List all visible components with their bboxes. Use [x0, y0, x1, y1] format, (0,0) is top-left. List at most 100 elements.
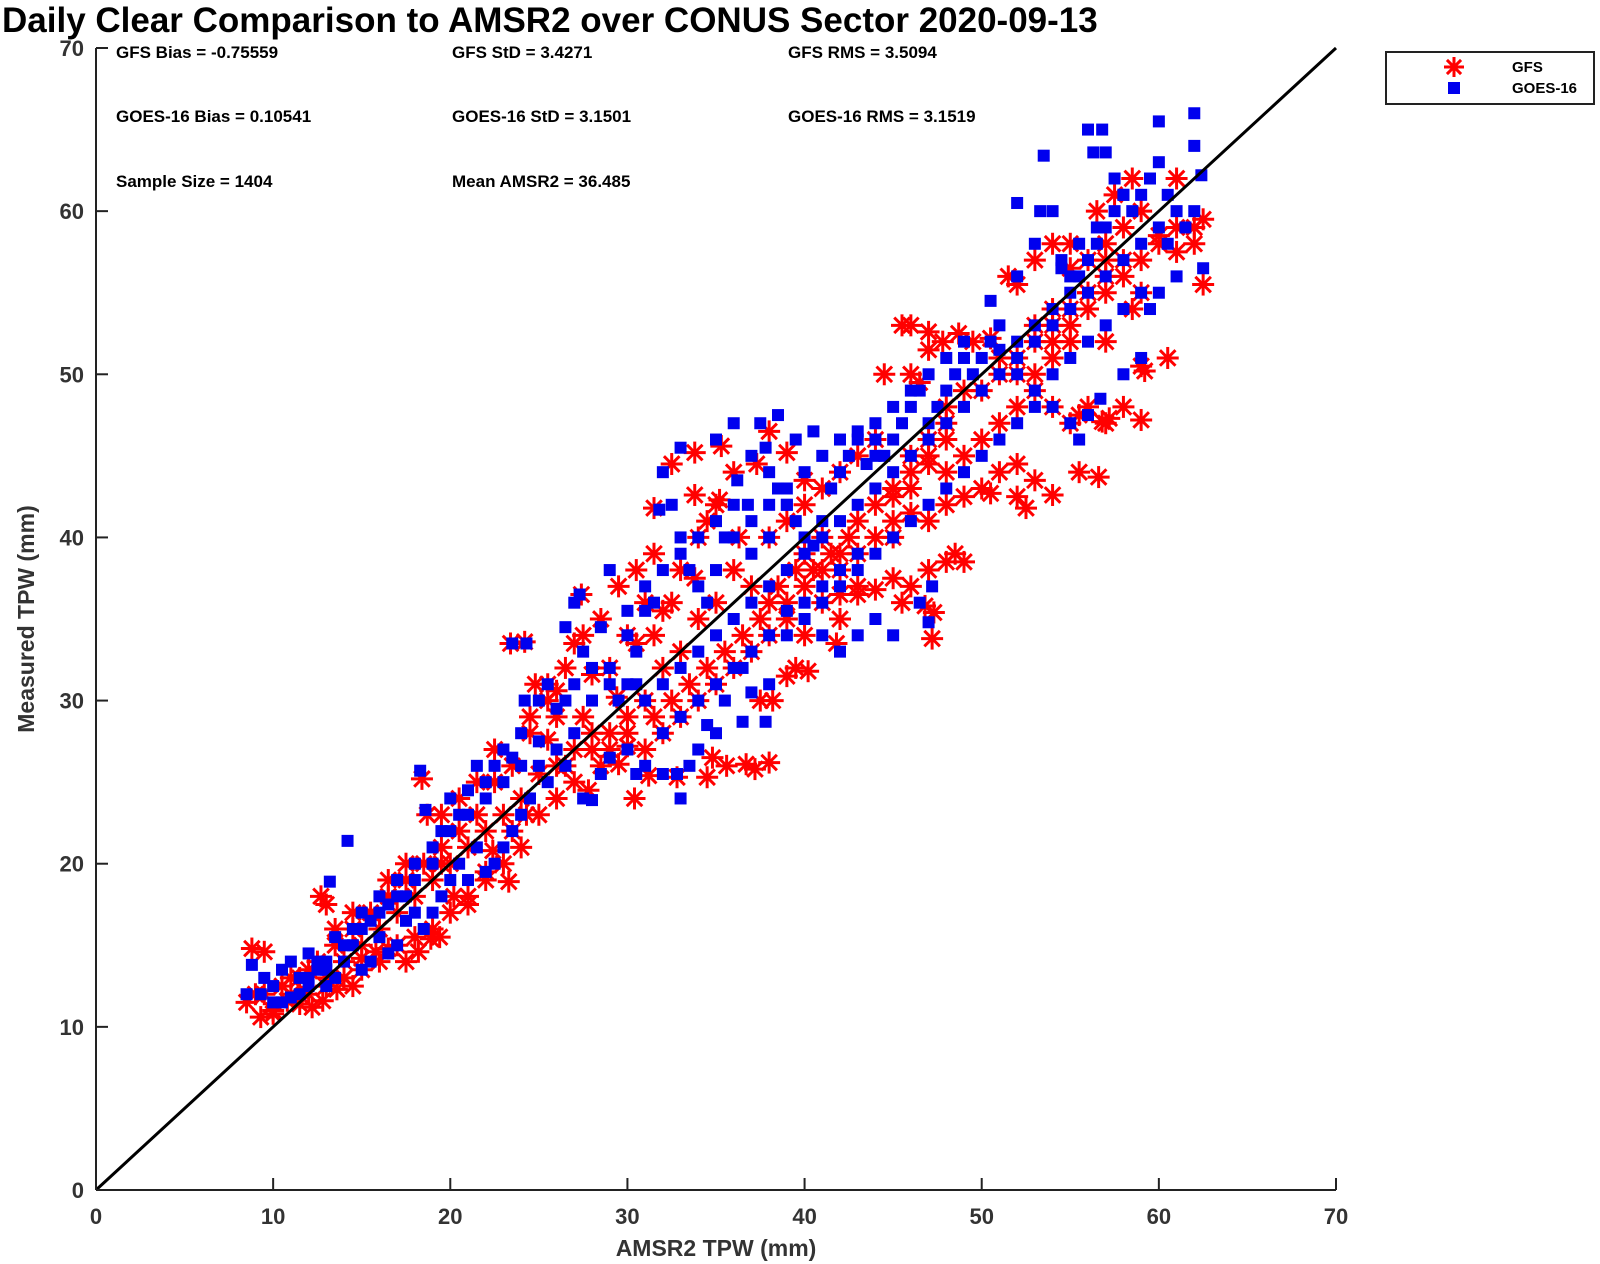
goes16-point — [240, 988, 253, 1001]
goes16-point — [1046, 368, 1059, 381]
goes16-point — [671, 767, 684, 780]
gfs-point — [1121, 167, 1144, 190]
goes16-point — [727, 661, 740, 674]
goes16-point — [426, 906, 439, 919]
gfs-point — [935, 493, 958, 516]
goes16-point — [825, 482, 838, 495]
chart-title: Daily Clear Comparison to AMSR2 over CON… — [2, 1, 1098, 40]
goes16-point — [1034, 205, 1047, 218]
goes16-point — [975, 384, 988, 397]
goes16-point — [453, 857, 466, 870]
goes16-point — [993, 319, 1006, 332]
goes16-point — [1135, 188, 1148, 201]
stat-text: GFS StD = 3.4271 — [452, 43, 592, 62]
goes16-point — [320, 955, 333, 968]
goes16-point — [382, 947, 395, 960]
goes16-point — [674, 792, 687, 805]
x-tick-label: 50 — [969, 1204, 993, 1229]
goes16-point — [524, 792, 536, 805]
goes16-point — [674, 441, 687, 454]
goes16-point — [780, 604, 793, 617]
gfs-point — [1087, 466, 1110, 489]
goes16-point — [400, 914, 412, 927]
goes16-point — [568, 727, 581, 740]
gfs-point — [899, 575, 922, 598]
gfs-point — [1112, 265, 1135, 288]
goes16-point — [338, 939, 350, 952]
goes16-point — [834, 515, 846, 528]
goes16-point — [1188, 107, 1201, 120]
gfs-point — [678, 673, 701, 696]
goes16-point — [922, 616, 935, 629]
gfs-point — [1192, 208, 1215, 231]
gfs-point — [793, 624, 816, 647]
goes16-point — [958, 335, 970, 348]
gfs-point — [722, 559, 745, 582]
gfs-point — [864, 493, 887, 516]
x-tick-label: 20 — [438, 1204, 462, 1229]
gfs-point — [607, 575, 630, 598]
goes16-point — [940, 384, 953, 397]
goes16-point — [532, 759, 545, 772]
legend-label: GOES-16 — [1512, 80, 1577, 97]
gfs-point — [811, 559, 834, 582]
goes16-point — [603, 751, 616, 764]
y-tick-label: 20 — [60, 852, 84, 877]
goes16-point — [816, 580, 829, 593]
gfs-point — [1094, 330, 1117, 353]
goes16-point — [603, 661, 616, 674]
gfs-point — [1006, 395, 1029, 418]
goes16-point — [541, 678, 554, 691]
goes16-point — [258, 971, 271, 984]
legend: GFS GOES-16 — [1385, 51, 1595, 105]
gfs-point — [1098, 407, 1121, 430]
goes16-point — [780, 498, 793, 511]
gfs-point — [457, 885, 479, 908]
goes16-point — [1046, 400, 1059, 413]
gfs-point — [616, 705, 639, 728]
gfs-point — [1130, 249, 1153, 272]
gfs-point — [572, 705, 595, 728]
goes16-point — [462, 808, 474, 821]
goes16-point — [1161, 188, 1174, 201]
goes16-point — [355, 963, 368, 976]
one-to-one-reference-line — [94, 46, 1338, 1192]
goes16-point — [1046, 319, 1059, 332]
goes16-point — [710, 629, 722, 642]
goes16-point — [1152, 286, 1165, 299]
goes16-point — [984, 294, 997, 307]
gfs-point — [1130, 408, 1153, 431]
gfs-point — [917, 559, 940, 582]
goes16-point — [763, 466, 776, 479]
goes16-point — [1046, 205, 1059, 218]
plot-axes — [95, 48, 1336, 1191]
stat-text: GFS RMS = 3.5094 — [788, 43, 937, 62]
goes16-point — [780, 564, 793, 577]
goes16-point — [568, 596, 581, 609]
goes16-point — [515, 808, 528, 821]
stat-text: Mean AMSR2 = 36.485 — [452, 172, 630, 191]
goes16-point — [887, 466, 900, 479]
goes16-point — [842, 449, 855, 462]
gfs-point — [864, 526, 887, 549]
goes16-point — [1152, 156, 1165, 169]
goes16-point — [1055, 254, 1068, 267]
goes16-point — [949, 368, 962, 381]
goes16-point — [1170, 270, 1183, 283]
goes16-point — [869, 613, 882, 625]
goes16-point — [488, 759, 501, 772]
goes16-point — [276, 996, 288, 1009]
goes16-point — [851, 629, 864, 642]
goes16-point — [444, 792, 457, 805]
goes16-point — [922, 433, 935, 446]
goes16-point — [798, 466, 811, 479]
goes16-point — [414, 764, 427, 777]
gfs-point — [623, 787, 646, 810]
x-tick-label: 30 — [615, 1204, 639, 1229]
goes16-point — [559, 621, 572, 634]
goes16-point — [1082, 335, 1094, 348]
goes16-point — [1152, 221, 1165, 234]
goes16-point — [851, 498, 864, 511]
gfs-point — [931, 330, 954, 353]
